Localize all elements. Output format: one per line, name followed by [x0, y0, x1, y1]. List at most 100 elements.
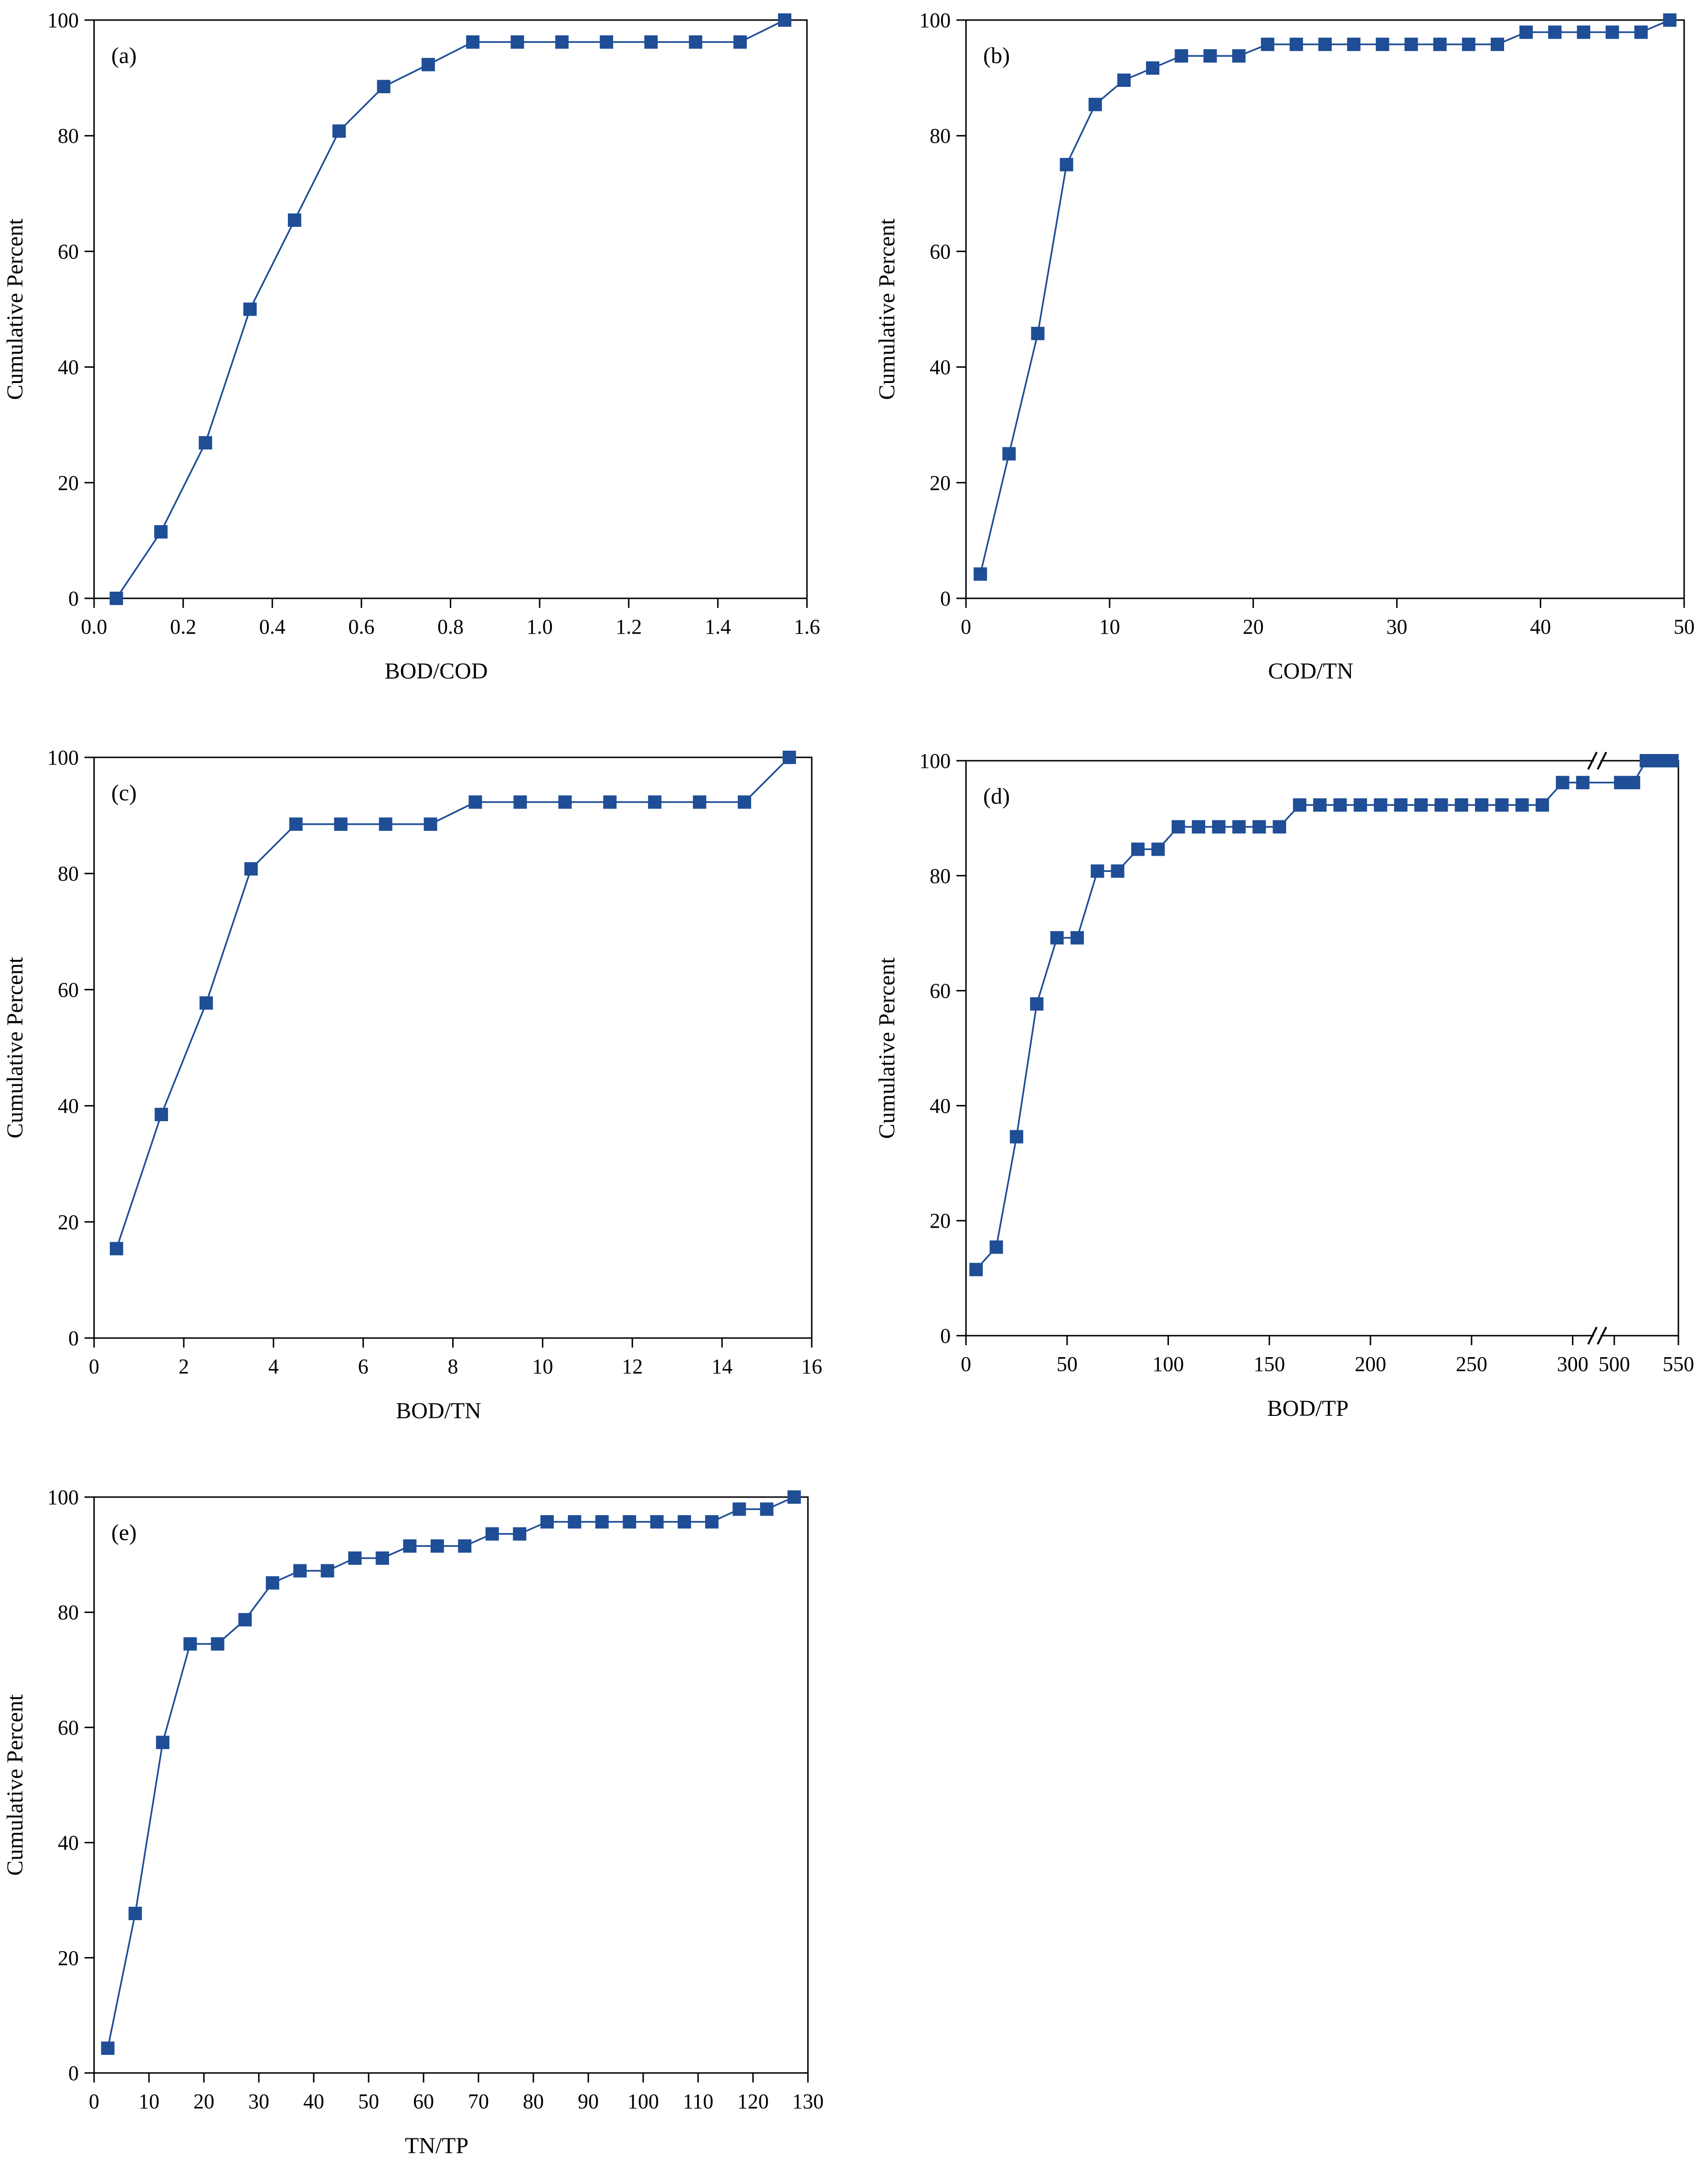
x-axis-title: BOD/TP [1267, 1396, 1349, 1421]
data-point [289, 817, 303, 831]
y-tick-label: 20 [930, 471, 951, 495]
plot-frame [965, 19, 1685, 599]
y-tick-label: 60 [58, 978, 79, 1001]
data-point [1313, 798, 1327, 812]
axis-break-mark [1597, 752, 1607, 770]
data-point [1117, 73, 1131, 87]
data-point [1614, 776, 1628, 789]
data-point [199, 996, 213, 1010]
data-point [760, 1502, 774, 1516]
data-point [510, 35, 524, 49]
x-tick-label: 8 [448, 1355, 458, 1378]
x-axis-title: TN/TP [405, 2133, 468, 2158]
data-point [1060, 158, 1073, 171]
data-point [109, 592, 123, 605]
axis-break-gap [1593, 1333, 1601, 1339]
data-point [555, 35, 569, 49]
data-point [1433, 37, 1447, 51]
x-tick-label: 40 [303, 2090, 324, 2113]
data-point [211, 1637, 224, 1651]
data-point [1212, 820, 1226, 834]
y-tick-label: 40 [58, 1095, 79, 1118]
data-point [1495, 798, 1509, 812]
data-point [154, 1107, 168, 1121]
y-axis-title: Cumulative Percent [874, 218, 900, 400]
data-point [513, 1527, 527, 1541]
x-tick-label: 14 [711, 1355, 732, 1378]
data-point [1490, 37, 1504, 51]
data-point [458, 1539, 472, 1553]
data-point [1515, 798, 1529, 812]
y-axis-title: Cumulative Percent [2, 1694, 28, 1876]
series-line [116, 756, 790, 1249]
chart-b: 0 10 20 30 40 50 0 20 40 60 80 100 COD/TN Cumulative … [874, 9, 1695, 684]
data-point [623, 1515, 637, 1529]
chart-c: 0 2 4 6 8 10 12 14 16 0 20 40 60 80 100 BOD/TN Cumulativ… [2, 746, 822, 1424]
data-point [1030, 997, 1044, 1011]
data-point [1009, 1130, 1023, 1144]
x-tick-label: 120 [737, 2090, 769, 2113]
data-point [568, 1515, 582, 1529]
y-tick-label: 60 [58, 1716, 79, 1739]
x-tick-label: 16 [801, 1355, 822, 1378]
data-point [1475, 798, 1489, 812]
x-tick-label: 100 [1153, 1352, 1184, 1376]
data-point [783, 751, 796, 764]
chart-d: 0 50 100 150 200 250 300 500 550 0 20 40 60 80 100 BOD/… [874, 749, 1694, 1421]
x-tick-label: 10 [138, 2090, 159, 2113]
x-tick-label: 250 [1456, 1352, 1487, 1376]
x-tick-label: 0.4 [259, 615, 286, 638]
data-point [1171, 820, 1185, 834]
x-tick-label: 1.6 [794, 615, 820, 638]
data-point [787, 1490, 801, 1504]
data-point [1347, 37, 1361, 51]
data-point [334, 817, 348, 831]
data-point [1576, 776, 1590, 789]
x-axis-title: BOD/TN [396, 1398, 481, 1424]
data-point [1232, 820, 1246, 834]
y-tick-label: 40 [930, 1094, 951, 1117]
data-point [1376, 37, 1390, 51]
y-axis-title: Cumulative Percent [2, 218, 28, 400]
x-axis-title: BOD/COD [384, 659, 488, 684]
x-tick-label: 130 [792, 2090, 824, 2113]
data-point [733, 35, 747, 49]
y-tick-label: 100 [919, 9, 951, 32]
y-axis-title: Cumulative Percent [874, 957, 900, 1139]
data-point [1414, 798, 1428, 812]
data-point [1151, 842, 1165, 856]
data-point [1232, 49, 1246, 63]
data-point [1175, 49, 1188, 63]
x-tick-label: 0.6 [348, 615, 374, 638]
data-point [644, 35, 658, 49]
data-point [156, 1735, 170, 1749]
data-point [513, 795, 527, 809]
data-point [238, 1613, 252, 1626]
data-point [778, 13, 792, 27]
data-point [603, 795, 617, 809]
series-line [116, 19, 785, 599]
x-tick-label: 300 [1557, 1352, 1589, 1376]
chart-a: 0.0 0.2 0.4 0.6 0.8 1.0 1.2 1.4 1.6 0 20 40 60 80 100 B… [2, 9, 820, 684]
data-point [1577, 25, 1591, 39]
data-point [1070, 931, 1084, 945]
data-point [738, 795, 752, 809]
data-point [540, 1515, 554, 1529]
data-point [287, 213, 301, 227]
data-point [421, 58, 435, 72]
data-point [1131, 842, 1145, 856]
data-point [320, 1564, 334, 1578]
axis-break-mark [1597, 1327, 1607, 1345]
y-tick-label: 80 [930, 124, 951, 148]
x-tick-label: 0 [961, 1352, 971, 1376]
data-point [377, 80, 391, 94]
data-point [1374, 798, 1388, 812]
y-tick-label: 40 [58, 356, 79, 379]
data-point [1663, 13, 1676, 27]
data-point [595, 1515, 609, 1529]
x-tick-label: 30 [1386, 615, 1407, 638]
data-point [1454, 798, 1468, 812]
x-tick-label: 50 [1057, 1352, 1078, 1376]
data-point [1252, 820, 1266, 834]
x-tick-label: 0.8 [437, 615, 464, 638]
